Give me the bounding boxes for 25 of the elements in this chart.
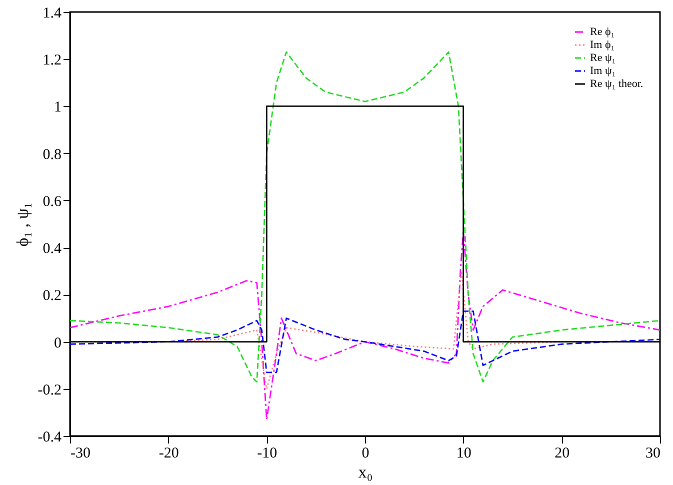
x-tick-label: 20 (554, 446, 570, 462)
y-tick-label: 1 (54, 100, 62, 116)
line-series (70, 310, 660, 374)
legend-label: Re ψ₁ theor. (590, 78, 644, 90)
y-tick-label: 0.8 (42, 146, 62, 163)
x-tick-label: 30 (646, 446, 660, 462)
y-tick-label: -0.4 (38, 430, 62, 446)
y-tick-label: -0.2 (38, 382, 62, 398)
x-tick-label: -30 (70, 446, 90, 462)
y-axis-title: ϕ₁ , ψ₁ (12, 202, 32, 247)
legend-label: Im ψ₁ (590, 65, 616, 77)
y-tick-label: 1.2 (42, 52, 62, 69)
y-tick-label: 0 (54, 335, 62, 352)
x-tick-label: -20 (158, 446, 179, 462)
legend-label: Re ψ₁ (590, 52, 616, 64)
x-axis-title: x₀ (358, 462, 373, 482)
legend-label: Im ϕ₁ (590, 39, 615, 51)
x-tick-label: 10 (456, 446, 472, 462)
x-tick-label: -10 (257, 446, 278, 462)
y-tick-label: 0.6 (42, 194, 62, 210)
y-tick-label: 1.4 (42, 6, 62, 22)
x-tick-label: 0 (362, 446, 370, 462)
y-tick-label: 0.2 (42, 288, 62, 304)
legend-label: Re ϕ₁ (590, 26, 615, 38)
y-tick-label: 0.4 (42, 241, 62, 258)
